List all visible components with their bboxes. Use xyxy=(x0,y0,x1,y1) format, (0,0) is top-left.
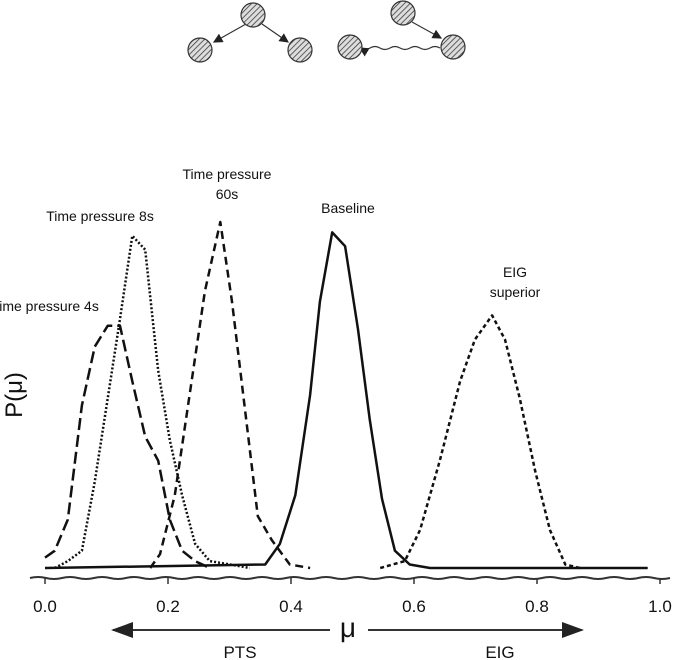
series-label: Time pressure 60s xyxy=(182,166,272,202)
density-line xyxy=(379,314,581,570)
x-tick-label: 0.0 xyxy=(33,597,57,616)
density-line xyxy=(44,324,211,570)
x-tick-label: 0.2 xyxy=(156,597,180,616)
x-tick-label: 0.6 xyxy=(402,597,426,616)
series-label: EIG superior xyxy=(489,264,541,300)
pts-label: PTS xyxy=(223,643,256,660)
x-tick-label: 1.0 xyxy=(648,597,672,616)
series-label: Baseline xyxy=(321,200,375,216)
density-line xyxy=(54,234,251,570)
eig-label: EIG xyxy=(485,643,514,660)
diagram xyxy=(187,0,466,63)
density-line xyxy=(149,220,311,570)
x-axis-label: μ xyxy=(340,612,356,643)
y-axis-label: P(μ) xyxy=(1,372,28,418)
series-label: Time pressure 4s xyxy=(0,298,99,314)
x-axis xyxy=(29,576,671,580)
x-tick-label: 0.4 xyxy=(279,597,303,616)
density-line xyxy=(44,231,648,570)
series-label: Time pressure 8s xyxy=(46,208,154,224)
x-tick-label: 0.8 xyxy=(525,597,549,616)
